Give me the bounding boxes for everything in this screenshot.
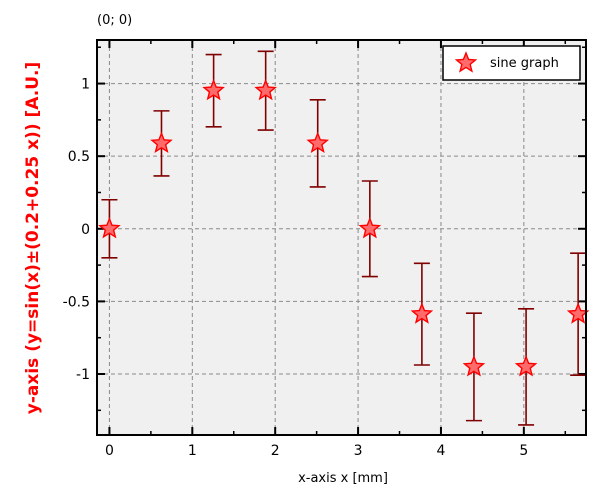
data-point-star — [98, 216, 121, 239]
plot-background — [97, 40, 586, 435]
x-tick-label: 3 — [354, 443, 363, 459]
x-tick-label: 4 — [436, 443, 445, 459]
grid-lines — [97, 40, 586, 435]
legend-marker-star-icon — [454, 51, 478, 73]
legend-star — [454, 51, 478, 73]
x-tick-label: 0 — [105, 443, 114, 459]
y-tick-labels: -1 -0.5 0 0.5 1 — [63, 77, 90, 383]
data-point-star — [358, 216, 382, 239]
y-axis-label: y-axis (y=sin(x)±(0.2+0.25 x)) [A.U.] — [23, 62, 43, 414]
x-tick-label: 5 — [519, 443, 528, 459]
legend-label: sine graph — [490, 56, 559, 71]
plot-border — [96, 39, 587, 436]
y-tick-label: -0.5 — [63, 294, 90, 310]
y-tick-label: 0 — [81, 222, 90, 238]
data-point-star — [202, 78, 225, 101]
x-tick-labels: 0 1 2 3 4 5 — [105, 443, 528, 459]
data-point-star — [254, 78, 277, 101]
x-tick-label: 2 — [271, 443, 280, 459]
y-tick-label: 1 — [81, 77, 90, 93]
y-tick-label: -1 — [76, 367, 90, 383]
plot-frame — [96, 39, 587, 436]
plot-area — [97, 40, 586, 435]
y-tick-label: 0.5 — [68, 149, 90, 165]
legend: sine graph — [442, 45, 581, 81]
data-point-star — [514, 355, 538, 377]
data-point-star — [410, 302, 434, 324]
data-point-star — [150, 131, 173, 154]
data-point-star — [462, 355, 486, 377]
x-tick-label: 1 — [188, 443, 197, 459]
data-point-star — [306, 131, 330, 154]
corner-label: (0; 0) — [97, 13, 132, 28]
x-axis-label: x-axis x [mm] — [298, 471, 388, 486]
data-markers — [98, 78, 590, 377]
